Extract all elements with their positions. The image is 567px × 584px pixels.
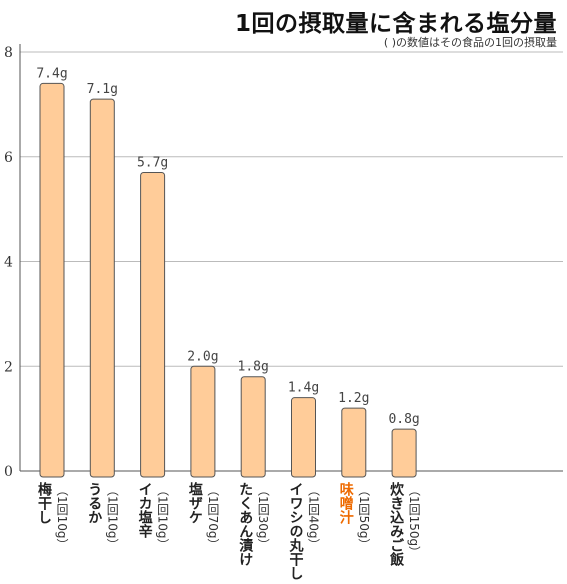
bar — [140, 171, 166, 478]
chart-title: 1回の摂取量に含まれる塩分量 — [234, 11, 557, 37]
category-label: イワシの丸干し — [287, 482, 304, 580]
y-tick-label: 2 — [4, 359, 13, 375]
portion-label: （1回30g） — [256, 484, 271, 551]
portion-label: （1回40g） — [306, 484, 321, 551]
y-tick-label: 8 — [4, 45, 13, 61]
bar — [190, 365, 216, 478]
category-label: 味噌汁 — [337, 482, 354, 524]
value-label: 1.2g — [338, 391, 369, 406]
portion-label: （1回150g） — [407, 484, 422, 559]
category-label: 炊き込みご飯 — [388, 482, 405, 566]
portion-label: （1回10g） — [155, 484, 170, 551]
value-label: 1.4g — [288, 381, 319, 396]
chart-subtitle: ( )の数値はその食品の1回の摂取量 — [383, 36, 557, 49]
bar — [39, 82, 65, 478]
y-tick-label: 0 — [4, 464, 13, 480]
value-label: 2.0g — [187, 349, 218, 364]
y-tick-label: 4 — [4, 255, 13, 271]
portion-label: （1回70g） — [205, 484, 220, 551]
y-tick-label: 6 — [4, 150, 13, 166]
bar — [240, 376, 266, 478]
bar — [341, 407, 367, 478]
category-label: イカ塩辛 — [136, 482, 153, 538]
value-label: 7.4g — [36, 66, 67, 81]
value-label: 0.8g — [388, 412, 419, 427]
portion-label: （1回50g） — [356, 484, 371, 551]
value-label: 7.1g — [87, 82, 118, 97]
category-label: うるか — [86, 482, 103, 524]
value-label: 1.8g — [238, 360, 269, 375]
category-label: 梅干し — [36, 482, 52, 524]
bar — [89, 98, 115, 478]
category-label: たくあん漬け — [237, 482, 254, 566]
bar — [291, 397, 316, 478]
value-label: 5.7g — [137, 155, 168, 170]
category-label: 塩ザケ — [186, 482, 203, 524]
portion-label: （1回10g） — [55, 484, 69, 551]
portion-label: （1回10g） — [105, 484, 120, 551]
bar — [391, 428, 417, 478]
